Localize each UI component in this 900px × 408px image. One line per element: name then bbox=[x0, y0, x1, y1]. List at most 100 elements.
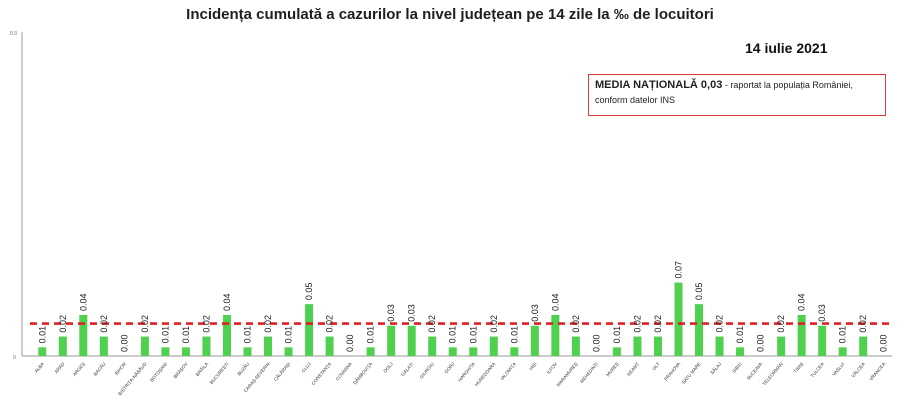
bar-25 bbox=[530, 325, 539, 356]
category-label-9: BRĂILA bbox=[194, 360, 210, 377]
value-label-30: 0.02 bbox=[632, 315, 642, 333]
bar-19 bbox=[407, 325, 416, 356]
category-label-2: ARAD bbox=[54, 361, 66, 375]
bar-22 bbox=[469, 347, 478, 356]
bar-26 bbox=[551, 314, 560, 356]
bar-24 bbox=[510, 347, 519, 356]
category-label-26: ILFOV bbox=[546, 361, 559, 375]
bar-10 bbox=[222, 314, 231, 356]
category-label-32: PRAHOVA bbox=[663, 361, 682, 382]
category-label-40: VASLUI bbox=[831, 361, 845, 376]
value-label-12: 0.02 bbox=[263, 315, 273, 333]
value-label-21: 0.01 bbox=[448, 326, 458, 344]
value-label-2: 0.02 bbox=[58, 315, 68, 333]
category-label-8: BRAȘOV bbox=[173, 361, 190, 380]
bar-30 bbox=[633, 336, 642, 356]
bars-group bbox=[38, 282, 868, 356]
category-label-18: DOLJ bbox=[383, 361, 394, 373]
bar-34 bbox=[715, 336, 724, 356]
category-label-7: BOTOȘANI bbox=[149, 361, 168, 382]
value-label-22: 0.01 bbox=[468, 326, 478, 344]
value-label-35: 0.01 bbox=[735, 326, 745, 344]
value-label-36: 0.00 bbox=[756, 334, 766, 352]
bar-18 bbox=[387, 325, 396, 356]
value-label-18: 0.03 bbox=[386, 304, 396, 322]
value-label-8: 0.01 bbox=[181, 326, 191, 344]
category-label-28: MEHEDINȚI bbox=[579, 361, 599, 384]
category-label-10: BUCUREȘTI bbox=[209, 361, 230, 385]
category-label-20: GIURGIU bbox=[419, 361, 435, 379]
value-label-11: 0.01 bbox=[243, 326, 253, 344]
category-label-4: BACĂU bbox=[92, 361, 107, 377]
value-label-42: 0.00 bbox=[879, 334, 889, 352]
bar-12 bbox=[264, 336, 273, 356]
y-tick-label-zero: 0 bbox=[13, 355, 16, 361]
value-label-41: 0.02 bbox=[858, 315, 868, 333]
category-label-35: SIBIU bbox=[731, 361, 743, 373]
category-label-29: MUREȘ bbox=[605, 361, 619, 377]
value-label-39: 0.03 bbox=[817, 304, 827, 322]
category-label-31: OLT bbox=[651, 361, 660, 371]
bar-15 bbox=[325, 336, 334, 356]
bar-1 bbox=[38, 347, 47, 356]
category-label-36: SUCEAVA bbox=[746, 361, 764, 381]
bar-38 bbox=[797, 314, 806, 356]
category-label-1: ALBA bbox=[34, 361, 46, 374]
date-label: 14 iulie 2021 bbox=[745, 40, 828, 56]
bar-29 bbox=[612, 347, 621, 356]
category-label-24: IALOMIȚA bbox=[499, 361, 517, 381]
value-label-28: 0.00 bbox=[591, 334, 601, 352]
bar-39 bbox=[818, 325, 827, 356]
value-label-1: 0.01 bbox=[37, 326, 47, 344]
category-label-22: HARGHITA bbox=[457, 361, 476, 383]
category-label-33: SATU MARE bbox=[681, 361, 702, 384]
category-label-38: TIMIȘ bbox=[793, 361, 805, 374]
value-label-16: 0.00 bbox=[345, 334, 355, 352]
bar-27 bbox=[571, 336, 580, 356]
category-label-23: HUNEDOARA bbox=[474, 361, 497, 387]
value-label-10: 0.04 bbox=[222, 293, 232, 311]
bar-31 bbox=[653, 336, 662, 356]
category-label-5: BIHOR bbox=[114, 361, 128, 376]
bar-21 bbox=[448, 347, 457, 356]
category-label-14: CLUJ bbox=[301, 361, 312, 373]
category-label-25: IAȘI bbox=[528, 361, 537, 371]
category-label-17: DÂMBOVIȚA bbox=[351, 360, 374, 385]
category-label-34: SĂLAJ bbox=[709, 361, 723, 376]
bar-33 bbox=[695, 304, 704, 356]
value-label-17: 0.01 bbox=[366, 326, 376, 344]
value-label-5: 0.00 bbox=[119, 334, 129, 352]
chart-axes: 0.30 bbox=[10, 31, 892, 361]
value-label-26: 0.04 bbox=[550, 293, 560, 311]
category-label-21: GORJ bbox=[443, 361, 455, 374]
bar-4 bbox=[99, 336, 108, 356]
category-label-37: TELEORMAN bbox=[762, 361, 784, 386]
bar-17 bbox=[366, 347, 375, 356]
category-label-11: BUZĂU bbox=[236, 361, 251, 377]
bar-20 bbox=[428, 336, 437, 356]
value-label-6: 0.02 bbox=[140, 315, 150, 333]
bar-2 bbox=[58, 336, 67, 356]
bar-40 bbox=[838, 347, 847, 356]
value-label-33: 0.05 bbox=[694, 283, 704, 301]
value-label-3: 0.04 bbox=[78, 293, 88, 311]
category-label-15: CONSTANȚA bbox=[311, 361, 333, 386]
bar-11 bbox=[243, 347, 252, 356]
bar-13 bbox=[284, 347, 293, 356]
category-label-13: CĂLĂRAȘI bbox=[272, 361, 291, 382]
bar-37 bbox=[777, 336, 786, 356]
category-label-42: VRANCEA bbox=[868, 361, 887, 382]
value-label-29: 0.01 bbox=[612, 326, 622, 344]
bar-6 bbox=[140, 336, 149, 356]
value-label-25: 0.03 bbox=[530, 304, 540, 322]
bar-3 bbox=[79, 314, 88, 356]
category-label-19: GALAȚI bbox=[400, 361, 414, 377]
value-label-7: 0.01 bbox=[160, 326, 170, 344]
category-label-41: VÂLCEA bbox=[850, 360, 867, 378]
bar-7 bbox=[161, 347, 170, 356]
value-label-32: 0.07 bbox=[674, 261, 684, 279]
national-average-description: - raportat la populația României, confor… bbox=[595, 80, 853, 105]
value-label-4: 0.02 bbox=[99, 315, 109, 333]
